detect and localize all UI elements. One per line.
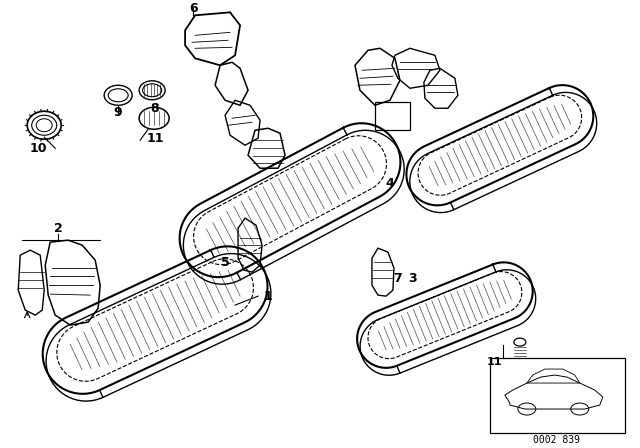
Text: 1: 1 — [264, 289, 273, 302]
Text: 3: 3 — [408, 271, 417, 284]
Text: 0002 839: 0002 839 — [533, 435, 580, 445]
Text: 4: 4 — [385, 177, 394, 190]
Text: 9: 9 — [114, 106, 122, 119]
Text: 6: 6 — [189, 2, 197, 15]
Ellipse shape — [143, 84, 162, 97]
Text: 11: 11 — [147, 132, 164, 145]
Text: 11: 11 — [487, 357, 502, 367]
Text: 2: 2 — [54, 222, 63, 235]
Text: 5: 5 — [221, 256, 230, 269]
Text: 8: 8 — [150, 102, 159, 115]
Text: 10: 10 — [29, 142, 47, 155]
Text: 7: 7 — [394, 271, 403, 284]
Bar — [490, 358, 625, 433]
